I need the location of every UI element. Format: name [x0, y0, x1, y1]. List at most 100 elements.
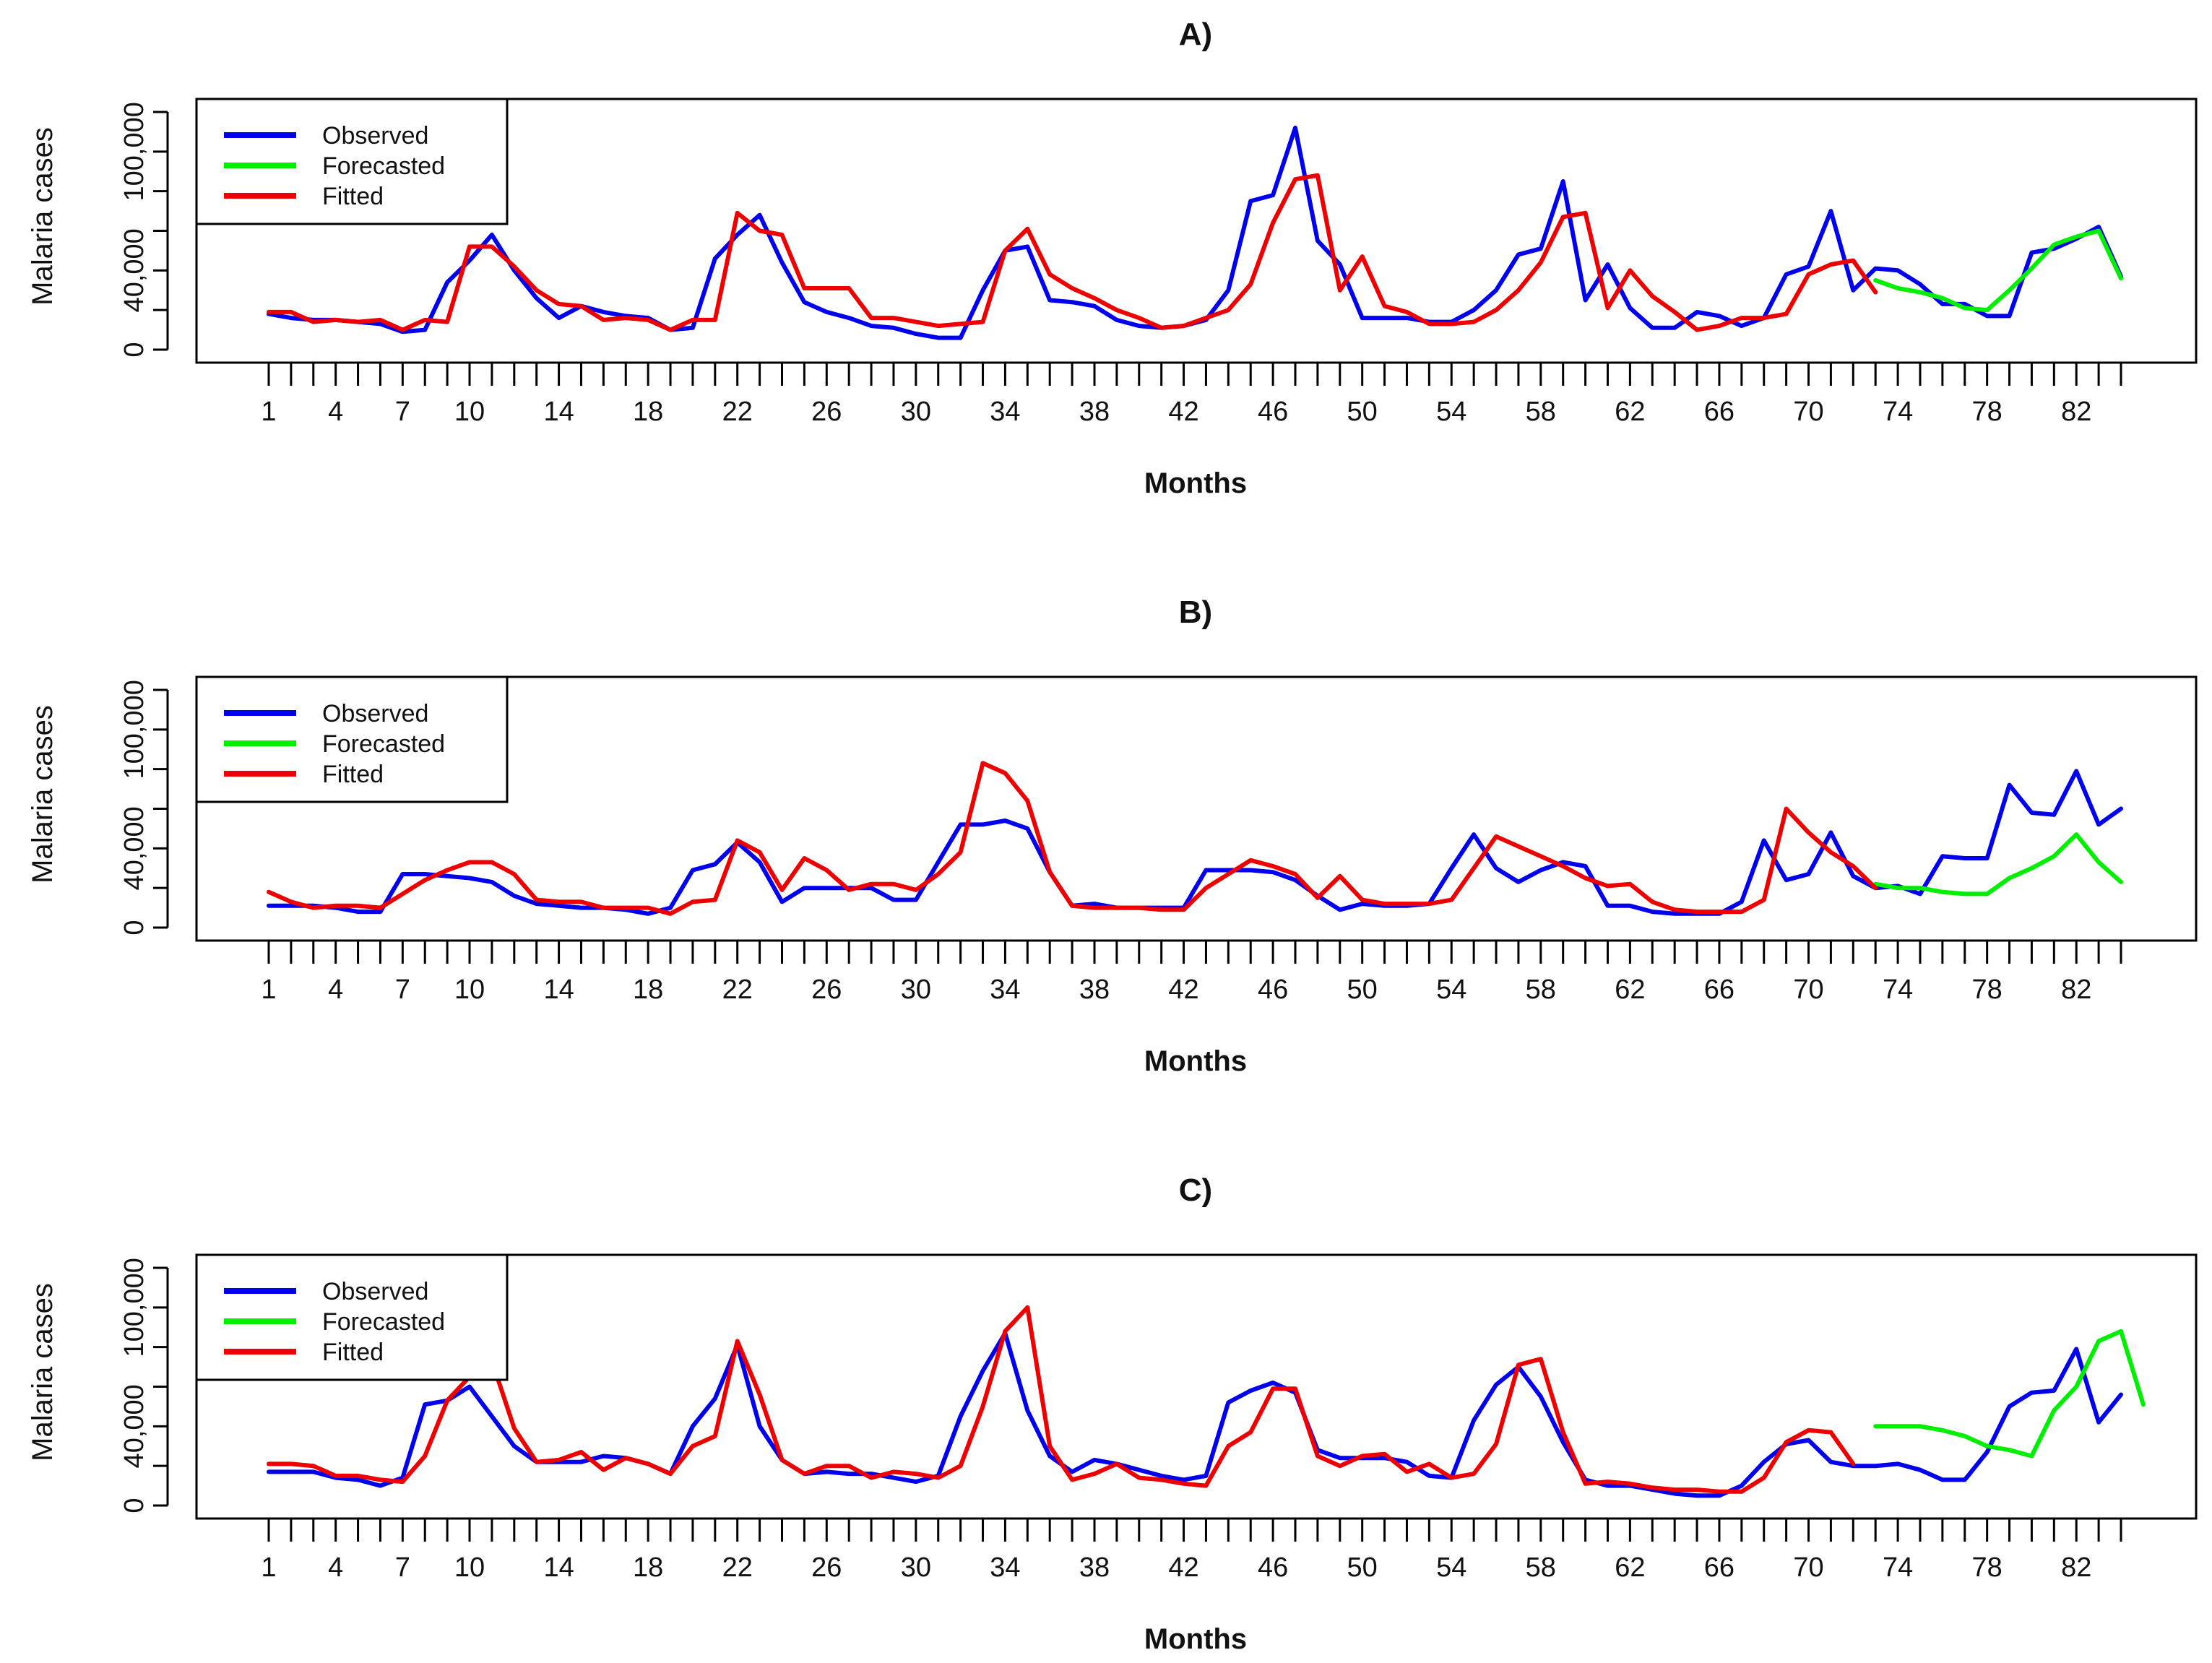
legend-box — [195, 1253, 509, 1381]
x-tick-label: 54 — [1436, 1552, 1466, 1583]
plot-area — [195, 1253, 2198, 1520]
x-tick-label: 46 — [1258, 975, 1288, 1005]
series-line-fitted — [267, 173, 1878, 332]
panel-title: B) — [1179, 595, 1212, 630]
x-tick-label: 66 — [1704, 397, 1734, 427]
y-tick-label: 100,000 — [119, 102, 150, 201]
x-tick-label: 10 — [454, 1552, 485, 1583]
x-tick-label: 66 — [1704, 975, 1734, 1005]
x-tick-label: 70 — [1793, 1552, 1823, 1583]
series-line-observed — [267, 1331, 2123, 1498]
x-tick-label: 42 — [1168, 1552, 1198, 1583]
x-tick-label: 26 — [811, 1552, 842, 1583]
legend-label-fitted: Fitted — [322, 183, 384, 210]
x-tick-label: 50 — [1347, 1552, 1378, 1583]
x-tick-label: 18 — [633, 975, 663, 1005]
x-tick-label: 18 — [633, 1552, 663, 1583]
y-axis-label: Malaria cases — [27, 1283, 59, 1461]
y-tick-label: 100,000 — [119, 1258, 150, 1357]
x-tick-label: 62 — [1615, 397, 1645, 427]
x-tick-label: 42 — [1168, 975, 1198, 1005]
legend-box — [195, 675, 509, 803]
x-tick-label: 50 — [1347, 975, 1378, 1005]
series-line-observed — [267, 125, 2123, 340]
x-tick-label: 7 — [395, 975, 410, 1005]
x-tick-label: 30 — [901, 1552, 931, 1583]
x-tick-label: 62 — [1615, 1552, 1645, 1583]
x-tick-label: 66 — [1704, 1552, 1734, 1583]
x-axis-label: Months — [1144, 1045, 1247, 1077]
x-tick-label: 62 — [1615, 975, 1645, 1005]
x-tick-label: 42 — [1168, 397, 1198, 427]
legend-label-forecasted: Forecasted — [322, 730, 445, 758]
x-tick-label: 34 — [990, 975, 1020, 1005]
legend-box — [195, 98, 509, 225]
x-tick-label: 30 — [901, 975, 931, 1005]
x-tick-label: 7 — [395, 1552, 410, 1583]
x-tick-label: 74 — [1883, 1552, 1913, 1583]
series-line-fitted — [267, 1305, 1856, 1494]
y-tick-label: 40,000 — [119, 806, 150, 890]
x-tick-label: 1 — [261, 1552, 276, 1583]
x-tick-label: 78 — [1972, 975, 2003, 1005]
y-axis-label: Malaria cases — [27, 127, 59, 306]
x-tick-label: 38 — [1079, 975, 1110, 1005]
panel-title: C) — [1179, 1172, 1212, 1208]
legend-label-observed: Observed — [322, 1278, 428, 1305]
series-line-forecasted — [1873, 832, 2123, 897]
series-line-fitted — [267, 761, 1878, 916]
x-tick-label: 54 — [1436, 975, 1466, 1005]
x-tick-label: 26 — [811, 975, 842, 1005]
y-tick-label: 100,000 — [119, 680, 150, 779]
x-tick-label: 82 — [2061, 975, 2091, 1005]
x-tick-label: 7 — [395, 397, 410, 427]
legend-label-forecasted: Forecasted — [322, 1308, 445, 1336]
plot-area — [195, 98, 2198, 364]
x-tick-label: 1 — [261, 397, 276, 427]
x-tick-label: 58 — [1526, 1552, 1556, 1583]
x-tick-label: 82 — [2061, 397, 2091, 427]
y-tick-label: 0 — [119, 1498, 150, 1513]
y-tick-label: 40,000 — [119, 1384, 150, 1468]
x-tick-label: 38 — [1079, 1552, 1110, 1583]
x-tick-label: 14 — [543, 397, 574, 427]
x-tick-label: 4 — [328, 397, 343, 427]
x-tick-label: 26 — [811, 397, 842, 427]
legend-label-fitted: Fitted — [322, 761, 384, 788]
y-tick-label: 0 — [119, 342, 150, 357]
plot-area — [195, 675, 2198, 942]
x-tick-label: 50 — [1347, 397, 1378, 427]
panel-title: A) — [1179, 17, 1212, 52]
y-tick-label: 0 — [119, 920, 150, 935]
x-tick-label: 34 — [990, 1552, 1020, 1583]
series-line-forecasted — [1873, 1329, 2146, 1459]
x-tick-label: 58 — [1526, 397, 1556, 427]
x-tick-label: 82 — [2061, 1552, 2091, 1583]
x-tick-label: 22 — [722, 397, 753, 427]
x-tick-label: 54 — [1436, 397, 1466, 427]
series-line-observed — [267, 769, 2123, 916]
legend-label-observed: Observed — [322, 122, 428, 150]
x-tick-label: 1 — [261, 975, 276, 1005]
x-tick-label: 22 — [722, 1552, 753, 1583]
legend-label-observed: Observed — [322, 700, 428, 727]
x-tick-label: 4 — [328, 975, 343, 1005]
x-tick-label: 34 — [990, 397, 1020, 427]
x-tick-label: 10 — [454, 975, 485, 1005]
series-line-forecasted — [1873, 228, 2123, 313]
x-tick-label: 78 — [1972, 1552, 2003, 1583]
x-tick-label: 78 — [1972, 397, 2003, 427]
x-tick-label: 58 — [1526, 975, 1556, 1005]
y-axis-label: Malaria cases — [27, 705, 59, 884]
x-tick-label: 46 — [1258, 397, 1288, 427]
legend-label-fitted: Fitted — [322, 1339, 384, 1366]
x-tick-label: 30 — [901, 397, 931, 427]
x-tick-label: 10 — [454, 397, 485, 427]
x-tick-label: 4 — [328, 1552, 343, 1583]
x-tick-label: 46 — [1258, 1552, 1288, 1583]
legend-label-forecasted: Forecasted — [322, 152, 445, 180]
